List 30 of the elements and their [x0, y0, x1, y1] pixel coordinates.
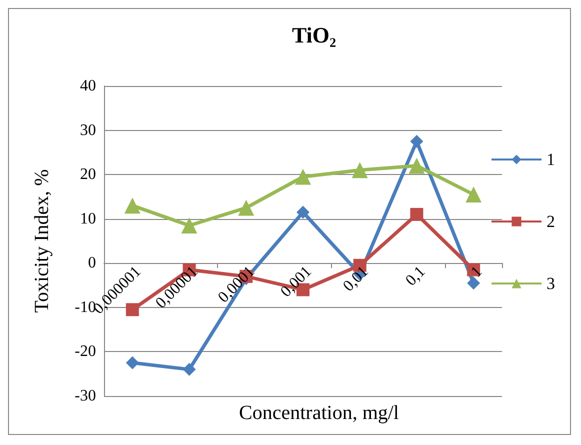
point: [238, 200, 254, 216]
point: [410, 208, 424, 221]
x-tick-label: 0,01: [340, 263, 372, 295]
chart-title: TiO₂: [292, 22, 336, 48]
y-tick-label: -10: [74, 298, 96, 316]
x-tick-label: 1: [468, 263, 486, 281]
x-tick-label: 0,1: [402, 263, 429, 290]
y-axis-title: Toxicity Index, %: [31, 169, 53, 313]
y-tick-label: 20: [80, 166, 96, 184]
legend-label: 3: [546, 274, 555, 293]
x-axis-title: Concentration, mg/l: [239, 402, 400, 424]
point: [296, 206, 310, 219]
y-tick-label: 30: [80, 122, 96, 139]
point: [410, 134, 424, 148]
legend-label: 1: [546, 150, 555, 169]
legend-label: 2: [546, 212, 555, 231]
y-tick-label: -30: [74, 388, 96, 404]
point: [352, 162, 368, 178]
point: [295, 168, 311, 185]
point: [126, 356, 139, 370]
point: [466, 186, 482, 202]
point: [124, 198, 140, 214]
y-tick-label: 40: [80, 78, 96, 94]
point: [408, 158, 425, 174]
y-tick-label: 0: [88, 254, 96, 272]
point: [181, 218, 198, 234]
point: [182, 362, 196, 376]
point: [467, 276, 480, 290]
y-tick-label: 10: [80, 210, 96, 228]
y-tick-label: -20: [74, 343, 96, 360]
